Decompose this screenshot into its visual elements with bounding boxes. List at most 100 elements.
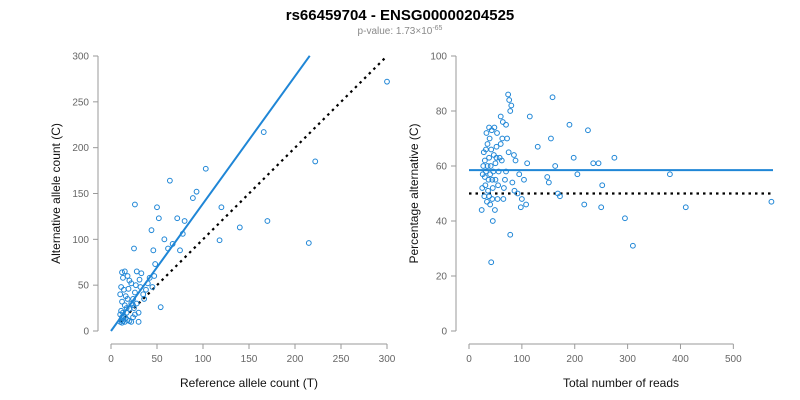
data-point [549, 94, 556, 101]
data-point [119, 298, 125, 305]
data-point [489, 185, 496, 191]
x-tick-label: 200 [566, 354, 583, 365]
data-point [483, 130, 490, 136]
data-point [544, 174, 551, 180]
data-point [481, 157, 488, 164]
data-point [132, 201, 138, 208]
data-point [484, 198, 490, 205]
scatter-panel-allele-counts: 0 50 100 150 200 250 300 0 50 100 150 200 250 300 Refe… [49, 52, 396, 391]
data-point [216, 237, 223, 244]
data-point [629, 242, 636, 249]
data-point [486, 124, 492, 131]
data-point [118, 284, 125, 290]
data-point [494, 196, 501, 202]
data-point [496, 154, 503, 161]
data-point [493, 143, 500, 150]
data-point [518, 196, 525, 202]
x-tick-label: 0 [466, 354, 472, 365]
x-tick-label: 300 [619, 354, 636, 365]
data-point [130, 296, 136, 302]
data-point [135, 318, 142, 325]
data-point [552, 163, 559, 169]
data-point [489, 196, 496, 202]
data-point [155, 215, 162, 222]
data-point [497, 141, 504, 147]
data-point [492, 176, 499, 183]
x-axis-label: Reference allele count (T) [180, 376, 318, 390]
data-point [305, 240, 312, 246]
data-point [503, 168, 509, 175]
data-point [264, 218, 271, 224]
data-point [165, 245, 171, 252]
reference-line [119, 55, 388, 323]
data-point [124, 273, 131, 279]
y-tick-label: 20 [436, 272, 448, 283]
y-tick-label: 0 [441, 327, 447, 338]
y-tick-label: 200 [72, 143, 89, 154]
y-tick-label: 0 [83, 327, 89, 338]
data-point [152, 261, 159, 267]
y-tick-label: 100 [72, 235, 89, 246]
data-point [495, 182, 501, 189]
data-point [493, 154, 500, 161]
data-point [480, 149, 487, 156]
data-point [136, 276, 143, 283]
data-point [181, 218, 188, 224]
data-point [511, 187, 518, 194]
data-point [494, 130, 500, 136]
data-point [479, 171, 486, 178]
data-point [384, 78, 390, 85]
data-point [499, 119, 506, 125]
data-point [599, 182, 606, 189]
data-point [509, 179, 516, 186]
y-tick-label: 60 [436, 162, 448, 173]
data-point [123, 309, 130, 316]
data-point [486, 154, 492, 161]
y-tick-label: 40 [436, 217, 448, 228]
x-axis-label: Total number of reads [563, 376, 679, 390]
data-point [148, 227, 155, 234]
data-point [499, 135, 506, 142]
data-point [478, 207, 485, 213]
data-point [141, 296, 148, 302]
chart-title: rs66459704 - ENSG00000204525 [286, 7, 515, 24]
y-tick-label: 250 [72, 97, 89, 108]
data-point [487, 163, 494, 169]
data-point [574, 171, 581, 178]
p-value-text: p-value: 1.73×10 [358, 26, 433, 37]
data-point [511, 152, 517, 158]
data-point [517, 204, 524, 211]
data-point [516, 171, 523, 178]
y-tick-label: 80 [436, 107, 448, 118]
x-tick-label: 500 [725, 354, 742, 365]
data-point [138, 270, 145, 277]
data-point [523, 201, 529, 208]
data-point [622, 215, 628, 222]
x-tick-label: 100 [514, 354, 531, 365]
data-point [486, 193, 492, 200]
data-point [202, 165, 209, 172]
data-point [524, 160, 531, 167]
x-tick-label: 250 [333, 354, 350, 365]
data-point [133, 268, 140, 275]
data-point [566, 121, 573, 128]
data-point [500, 196, 507, 202]
data-point [132, 282, 139, 289]
data-point [479, 185, 486, 191]
data-point [117, 291, 124, 298]
data-point [585, 127, 591, 134]
data-point [161, 236, 168, 243]
data-point [487, 201, 494, 208]
data-point [503, 121, 509, 128]
y-tick-label: 300 [72, 52, 89, 63]
data-point [545, 179, 552, 186]
data-point [236, 224, 243, 231]
data-point [143, 286, 149, 293]
y-axis-label: Alternative allele count (C) [49, 123, 63, 264]
data-point [507, 108, 514, 114]
x-tick-label: 400 [672, 354, 689, 365]
y-axis-label: Percentage alternative (C) [407, 123, 421, 263]
data-point [218, 204, 225, 211]
x-tick-label: 150 [241, 354, 258, 365]
data-point [504, 135, 510, 142]
